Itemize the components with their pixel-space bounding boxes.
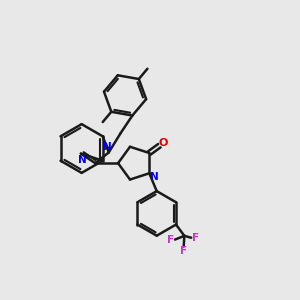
Text: N: N [150, 172, 159, 182]
Text: F: F [180, 246, 187, 256]
Text: F: F [167, 235, 174, 244]
Text: N: N [103, 142, 112, 152]
Text: N: N [78, 154, 87, 164]
Text: F: F [192, 233, 199, 243]
Text: O: O [159, 138, 168, 148]
